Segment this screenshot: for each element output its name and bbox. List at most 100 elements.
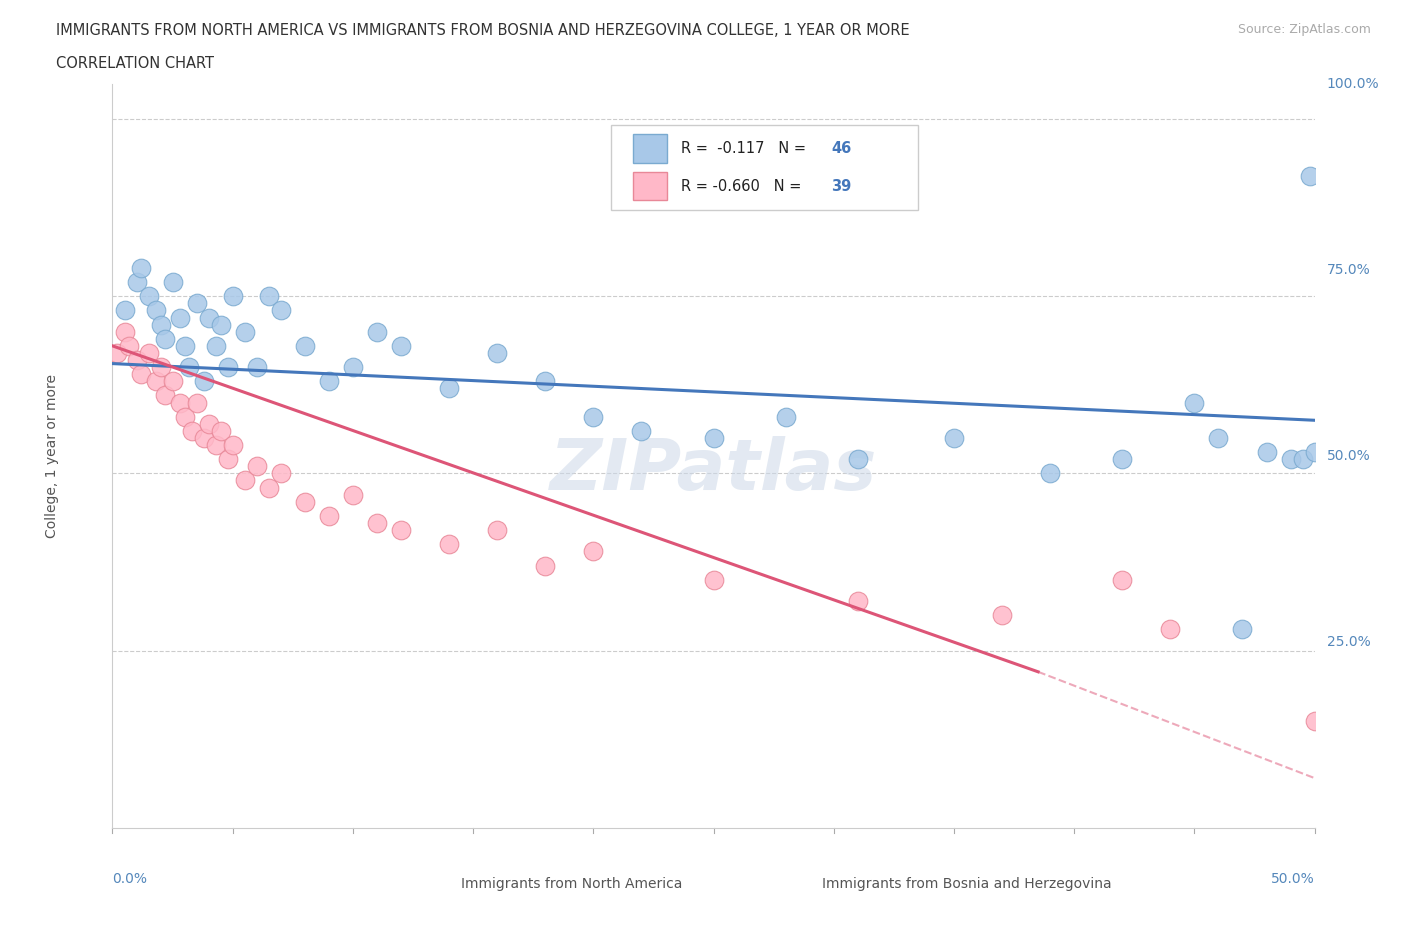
Point (155, 331, 177, 346)
Point (145, 374, 167, 389)
Point (389, 523, 412, 538)
Point (437, 537, 460, 551)
Point (138, 346, 160, 361)
FancyBboxPatch shape (612, 125, 918, 210)
Point (846, 593, 869, 608)
Point (582, 544, 605, 559)
Point (233, 473, 256, 488)
Point (131, 366, 153, 381)
Point (846, 452, 869, 467)
Text: Immigrants from North America: Immigrants from North America (461, 876, 682, 891)
Point (1303, 445, 1326, 459)
Point (1291, 452, 1313, 467)
Point (217, 452, 239, 467)
Bar (633, 135, 666, 163)
Point (193, 431, 215, 445)
Point (1159, 622, 1181, 637)
Point (257, 289, 280, 304)
Text: 0.0%: 0.0% (112, 872, 148, 886)
Point (366, 515, 388, 530)
Bar (786, 871, 813, 896)
Point (125, 274, 148, 289)
Point (149, 317, 172, 332)
Point (486, 523, 509, 538)
Point (1256, 445, 1278, 459)
Point (131, 260, 153, 275)
Point (294, 339, 316, 353)
Point (702, 431, 725, 445)
Text: 50.0%: 50.0% (1271, 872, 1315, 886)
Point (186, 395, 208, 410)
Point (169, 310, 191, 325)
Point (582, 409, 605, 424)
Text: 50.0%: 50.0% (1327, 448, 1371, 463)
Text: CORRELATION CHART: CORRELATION CHART (56, 56, 214, 71)
Point (270, 466, 292, 481)
Bar (425, 871, 451, 896)
Point (342, 360, 364, 375)
Point (366, 325, 388, 339)
Point (118, 339, 141, 353)
Point (991, 607, 1014, 622)
Text: ZIPatlas: ZIPatlas (550, 436, 877, 505)
Bar (633, 172, 666, 200)
Text: 25.0%: 25.0% (1327, 634, 1371, 649)
Point (775, 409, 797, 424)
Point (155, 388, 177, 403)
Point (149, 360, 172, 375)
Point (233, 325, 256, 339)
Text: Source: ZipAtlas.com: Source: ZipAtlas.com (1237, 23, 1371, 36)
Point (186, 296, 208, 311)
Point (145, 303, 167, 318)
Point (217, 360, 239, 375)
Point (1039, 466, 1062, 481)
Point (318, 374, 340, 389)
Point (173, 409, 195, 424)
Point (209, 423, 232, 438)
Point (197, 417, 219, 432)
Text: Immigrants from Bosnia and Herzegovina: Immigrants from Bosnia and Herzegovina (821, 876, 1111, 891)
Point (180, 423, 202, 438)
Point (209, 317, 232, 332)
Point (1111, 452, 1133, 467)
Point (318, 509, 340, 524)
Point (114, 325, 136, 339)
Point (389, 339, 412, 353)
Point (205, 339, 228, 353)
Point (294, 495, 316, 510)
Point (534, 558, 557, 573)
Text: College, 1 year or more: College, 1 year or more (45, 374, 59, 538)
Point (125, 352, 148, 367)
Text: IMMIGRANTS FROM NORTH AMERICA VS IMMIGRANTS FROM BOSNIA AND HERZEGOVINA COLLEGE,: IMMIGRANTS FROM NORTH AMERICA VS IMMIGRA… (56, 23, 910, 38)
Text: 39: 39 (831, 179, 852, 193)
Point (1232, 622, 1254, 637)
Point (1111, 572, 1133, 587)
Point (114, 303, 136, 318)
Text: R =  -0.117   N =: R = -0.117 N = (681, 141, 811, 156)
Point (257, 480, 280, 495)
Point (169, 395, 191, 410)
Point (222, 289, 245, 304)
Point (270, 303, 292, 318)
Point (173, 339, 195, 353)
Point (486, 346, 509, 361)
Point (1303, 714, 1326, 729)
Point (942, 431, 965, 445)
Point (702, 572, 725, 587)
Text: 75.0%: 75.0% (1327, 262, 1371, 277)
Point (162, 274, 184, 289)
Point (1184, 395, 1206, 410)
Point (162, 374, 184, 389)
Text: 46: 46 (831, 141, 852, 156)
Point (105, 346, 128, 361)
Point (437, 381, 460, 396)
Point (246, 360, 269, 375)
Point (193, 374, 215, 389)
Point (630, 423, 652, 438)
Text: 100.0%: 100.0% (1327, 76, 1379, 91)
Point (1279, 452, 1302, 467)
Point (342, 487, 364, 502)
Point (1208, 431, 1230, 445)
Point (222, 438, 245, 453)
Point (246, 458, 269, 473)
